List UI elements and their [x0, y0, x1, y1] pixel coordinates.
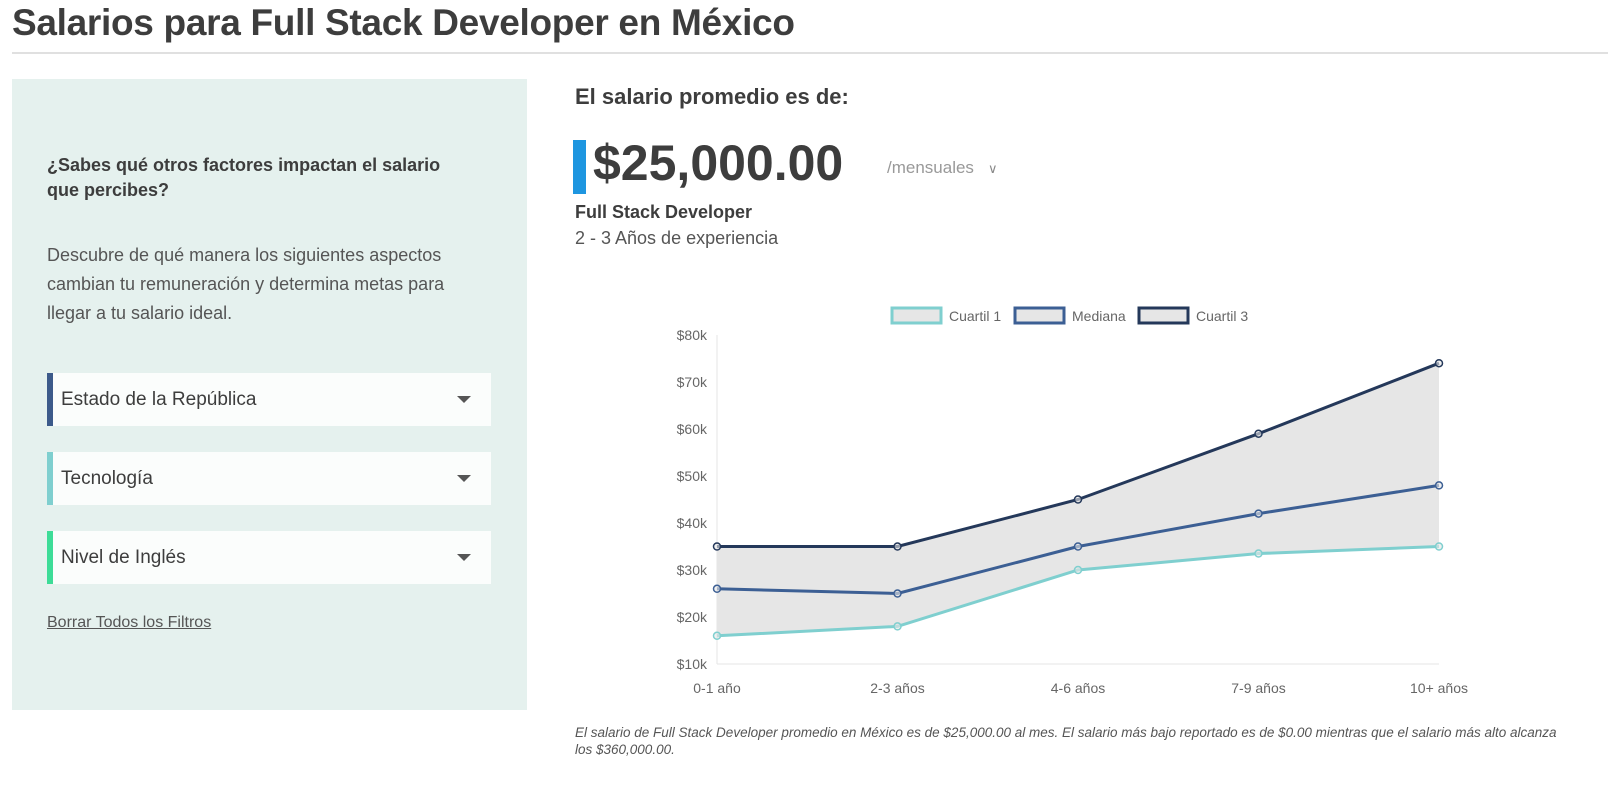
legend-swatch	[1137, 306, 1190, 325]
period-label: /mensuales	[887, 158, 974, 177]
data-point	[712, 542, 722, 551]
experience-level: 2 - 3 Años de experiencia	[575, 228, 779, 248]
filters-panel: ¿Sabes qué otros factores impactan el sa…	[12, 79, 527, 710]
legend-swatch	[890, 306, 943, 325]
divider	[12, 52, 1608, 54]
caret-down-icon	[457, 475, 471, 482]
role-name: Full Stack Developer	[575, 202, 753, 222]
data-point	[1434, 542, 1444, 551]
x-tick-label: 0-1 año	[693, 680, 741, 696]
filters-question: ¿Sabes qué otros factores impactan el sa…	[47, 155, 441, 200]
legend-label: Cuartil 1	[949, 308, 1001, 324]
y-tick-label: $10k	[677, 656, 708, 672]
chevron-down-icon: ∨	[987, 161, 998, 176]
data-point	[1254, 509, 1263, 518]
filter-label: Tecnología	[61, 467, 153, 489]
caret-down-icon	[457, 554, 471, 561]
accent-bar	[573, 140, 586, 194]
y-tick-label: $30k	[677, 562, 708, 578]
data-point	[1254, 429, 1263, 438]
x-tick-label: 4-6 años	[1051, 680, 1105, 696]
y-tick-label: $80k	[677, 327, 708, 343]
data-point	[1073, 542, 1083, 551]
data-point	[712, 584, 722, 594]
average-heading: El salario promedio es de:	[575, 84, 849, 109]
data-point	[1254, 549, 1263, 558]
filter-label: Estado de la República	[61, 388, 257, 410]
footnote: El salario de Full Stack Developer prome…	[575, 725, 1557, 757]
x-tick-label: 7-9 años	[1231, 680, 1285, 696]
y-tick-label: $70k	[677, 374, 708, 390]
data-point	[1073, 565, 1083, 575]
period-selector[interactable]: /mensuales ∨	[887, 158, 997, 178]
data-point	[1073, 495, 1083, 504]
data-point	[1434, 481, 1444, 490]
y-tick-label: $40k	[677, 515, 708, 531]
page-title: Salarios para Full Stack Developer en Mé…	[12, 2, 795, 43]
filter-label: Nivel de Inglés	[61, 546, 186, 568]
x-tick-label: 2-3 años	[870, 680, 924, 696]
data-point	[893, 589, 902, 598]
filter-tecnologia-dropdown[interactable]: Tecnología	[47, 452, 491, 505]
filters-description: Descubre de qué manera los siguientes as…	[47, 245, 445, 323]
data-point	[893, 622, 902, 631]
data-point	[712, 631, 722, 641]
legend-label: Cuartil 3	[1196, 308, 1248, 324]
data-point	[1434, 358, 1444, 368]
clear-filters-link[interactable]: Borrar Todos los Filtros	[47, 614, 212, 631]
y-tick-label: $50k	[677, 468, 708, 484]
legend-label: Mediana	[1072, 308, 1126, 324]
y-tick-label: $60k	[677, 421, 708, 437]
y-tick-label: $20k	[677, 609, 708, 625]
average-amount: $25,000.00	[593, 135, 844, 191]
filter-ingles-dropdown[interactable]: Nivel de Inglés	[47, 531, 491, 584]
legend-swatch	[1013, 306, 1066, 325]
caret-down-icon	[457, 396, 471, 403]
x-tick-label: 10+ años	[1410, 680, 1468, 696]
data-point	[893, 542, 902, 551]
filter-estado-dropdown[interactable]: Estado de la República	[47, 373, 491, 426]
